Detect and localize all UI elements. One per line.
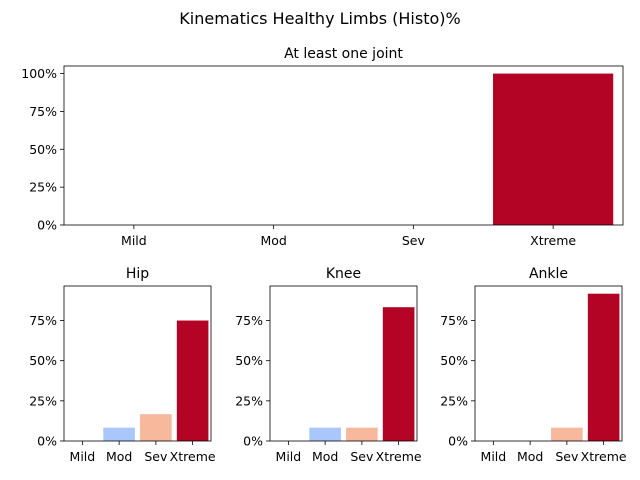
axes-frame	[63, 65, 624, 226]
y-tick-label: 0%	[243, 434, 263, 449]
chart-panel-3: Knee Mild Mod Sev Xtreme 0% 25% 50% 75%	[235, 266, 422, 464]
axes-frame	[474, 285, 623, 442]
bar-sev	[346, 427, 378, 441]
x-tick-label: Mod	[106, 449, 132, 464]
y-tick-label: 25%	[29, 180, 57, 195]
y-tick-label: 75%	[440, 313, 468, 328]
panel-title: At least one joint	[284, 46, 403, 62]
axes-frame	[63, 285, 212, 442]
y-tick-label: 25%	[235, 393, 263, 408]
panel-title: Hip	[126, 266, 149, 282]
y-tick-label: 25%	[29, 393, 57, 408]
figure-title: Kinematics Healthy Limbs (Histo)%	[179, 9, 460, 28]
chart-panel-1: At least one joint Mild Mod Sev Xtreme 0% 25% 5…	[21, 46, 624, 248]
bar-mod	[309, 427, 341, 441]
bar-sev	[551, 427, 583, 441]
y-tick-label: 0%	[37, 434, 57, 449]
y-tick-label: 25%	[440, 393, 468, 408]
bar-xtreme	[493, 73, 614, 225]
bar-xtreme	[587, 293, 620, 441]
x-tick-label: Xtreme	[530, 233, 576, 248]
y-tick-label: 50%	[29, 142, 57, 157]
x-tick-label: Sev	[555, 449, 579, 464]
bar-xtreme	[382, 307, 415, 441]
y-tick-label: 100%	[21, 66, 57, 81]
x-tick-label: Mod	[517, 449, 543, 464]
y-tick-label: 50%	[235, 353, 263, 368]
bar-sev	[140, 414, 172, 441]
y-tick-label: 0%	[37, 218, 57, 233]
y-tick-label: 50%	[440, 353, 468, 368]
panel-title: Ankle	[529, 266, 568, 282]
x-tick-label: Mild	[121, 233, 147, 248]
axes-frame	[269, 285, 418, 442]
x-tick-label: Mod	[312, 449, 338, 464]
y-tick-label: 75%	[29, 104, 57, 119]
x-tick-label: Xtreme	[170, 449, 216, 464]
chart-panel-2: Hip Mild Mod Sev Xtreme 0% 25% 50% 75%	[29, 266, 216, 464]
panel-title: Knee	[326, 266, 361, 282]
y-tick-label: 0%	[448, 434, 468, 449]
chart-panel-4: Ankle Mild Mod Sev Xtreme 0% 25% 50% 75%	[440, 266, 627, 464]
x-tick-label: Mild	[70, 449, 96, 464]
x-tick-label: Sev	[144, 449, 168, 464]
x-tick-label: Sev	[350, 449, 374, 464]
x-tick-label: Mild	[481, 449, 507, 464]
x-tick-label: Mod	[260, 233, 286, 248]
y-tick-label: 75%	[235, 313, 263, 328]
y-tick-label: 75%	[29, 313, 57, 328]
bar-xtreme	[176, 320, 209, 441]
bar-mod	[103, 427, 135, 441]
x-tick-label: Mild	[276, 449, 302, 464]
x-tick-label: Xtreme	[376, 449, 422, 464]
x-tick-label: Sev	[402, 233, 426, 248]
y-tick-label: 50%	[29, 353, 57, 368]
x-tick-label: Xtreme	[581, 449, 627, 464]
